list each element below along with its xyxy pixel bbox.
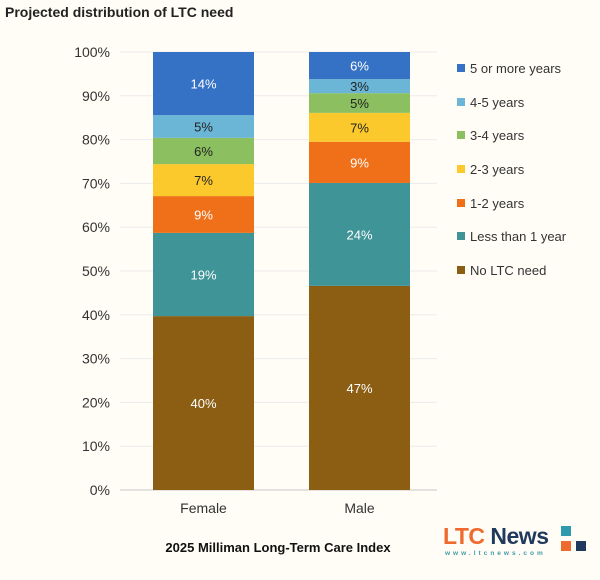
bar-segment [153,316,254,490]
bar-segment [153,196,254,233]
ltc-news-logo: LTC News www.ltcnews.com [443,523,593,557]
bar-segment [309,93,410,113]
logo-square-navy [576,541,586,551]
chart-svg: 0% 10% 20% 30% 40% 50% 60% 70% 80% 90% 100% 40% 19% 9… [74,44,567,516]
y-tick-label: 70% [82,175,110,191]
data-label: 47% [346,381,372,396]
bar-segment [309,285,410,490]
chart-footer: 2025 Milliman Long-Term Care Index [165,540,391,555]
bar-segment [153,232,254,317]
data-label: 9% [194,207,213,222]
legend-swatch [457,199,465,207]
y-tick-label: 80% [82,132,110,148]
legend-label: 2-3 years [470,162,525,177]
bar-segment [153,52,254,116]
data-label: 6% [350,59,369,74]
data-label: 3% [350,79,369,94]
bar-segment [309,141,410,183]
data-label: 24% [346,227,372,242]
legend-label: Less than 1 year [470,229,567,244]
legend-swatch [457,64,465,72]
y-tick-label: 90% [82,88,110,104]
data-label: 7% [350,120,369,135]
bar-segment [309,52,410,80]
y-tick-label: 30% [82,351,110,367]
data-label: 5% [350,96,369,111]
bar-segment [309,79,410,94]
logo-square-teal [561,526,571,536]
data-label: 19% [190,268,216,283]
y-tick-label: 10% [82,438,110,454]
bar-segment [153,115,254,138]
legend-swatch [457,232,465,240]
chart-title: Projected distribution of LTC need [5,4,234,20]
bar-segment [153,137,254,165]
legend-label: 5 or more years [470,61,562,76]
legend-swatch [457,165,465,173]
legend-label: No LTC need [470,263,546,278]
legend-swatch [457,98,465,106]
legend-swatch [457,131,465,139]
logo-ltc: LTC [443,523,485,549]
legend-label: 3-4 years [470,128,525,143]
y-tick-label: 0% [90,482,110,498]
legend-swatch [457,266,465,274]
data-label: 14% [190,77,216,92]
logo-news: News [490,523,549,549]
logo-square-orange [561,541,571,551]
bar-segment [309,112,410,142]
data-label: 5% [194,119,213,134]
logo-url: www.ltcnews.com [445,550,546,557]
legend-label: 4-5 years [470,95,525,110]
data-label: 6% [194,144,213,159]
y-tick-label: 40% [82,307,110,323]
legend-label: 1-2 years [470,196,525,211]
x-tick-label: Female [180,500,227,516]
y-tick-label: 100% [74,44,110,60]
data-label: 7% [194,173,213,188]
data-label: 40% [190,396,216,411]
y-tick-label: 60% [82,219,110,235]
bar-segment [309,182,410,286]
y-tick-label: 20% [82,394,110,410]
data-label: 9% [350,155,369,170]
x-tick-label: Male [344,500,375,516]
bar-segment [153,164,254,197]
y-tick-label: 50% [82,263,110,279]
